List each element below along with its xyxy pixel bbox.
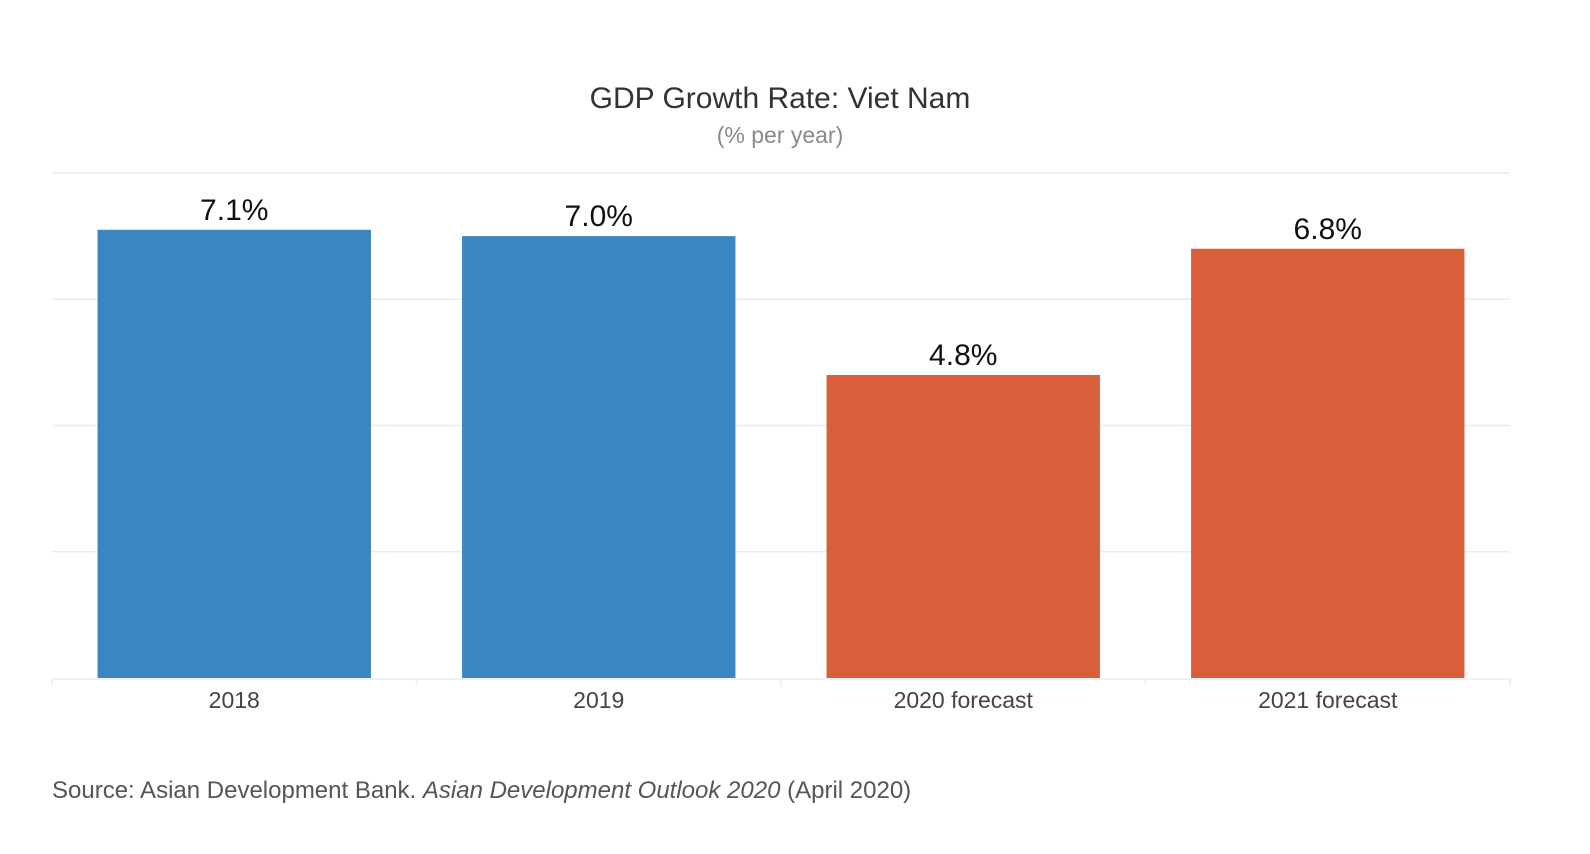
x-tick-label: 2020 forecast: [894, 687, 1034, 713]
x-tick-label: 2019: [573, 687, 624, 713]
value-label: 4.8%: [929, 339, 997, 372]
value-labels: 7.1% 7.0% 4.8% 6.8%: [200, 194, 1362, 372]
bars: [97, 229, 1465, 678]
source-suffix: (April 2020): [780, 777, 912, 804]
x-tick-label: 2018: [209, 687, 260, 713]
chart-title: GDP Growth Rate: Viet Nam: [589, 82, 971, 115]
x-tick-label: 2021 forecast: [1258, 687, 1398, 713]
chart-subtitle: (% per year): [716, 122, 844, 148]
value-label: 6.8%: [1294, 213, 1362, 246]
bar-2018[interactable]: [97, 229, 371, 678]
source-prefix: Source: Asian Development Bank.: [52, 777, 423, 804]
bar-2021-forecast[interactable]: [1191, 248, 1465, 678]
bar-2019[interactable]: [462, 236, 736, 678]
bar-2020-forecast[interactable]: [826, 375, 1100, 678]
x-axis-ticks: 2018 2019 2020 forecast 2021 forecast: [51, 678, 1511, 713]
source-publication: Asian Development Outlook 2020: [422, 777, 781, 804]
bar-chart: 7.1% 7.0%4.8%6.8% 2018 2019 2020 forecast 20…: [51, 172, 1511, 713]
value-label: 7.1%: [200, 194, 268, 227]
value-label: 7.0%: [565, 200, 633, 233]
source-note: Source: Asian Development Bank. Asian De…: [52, 777, 911, 805]
